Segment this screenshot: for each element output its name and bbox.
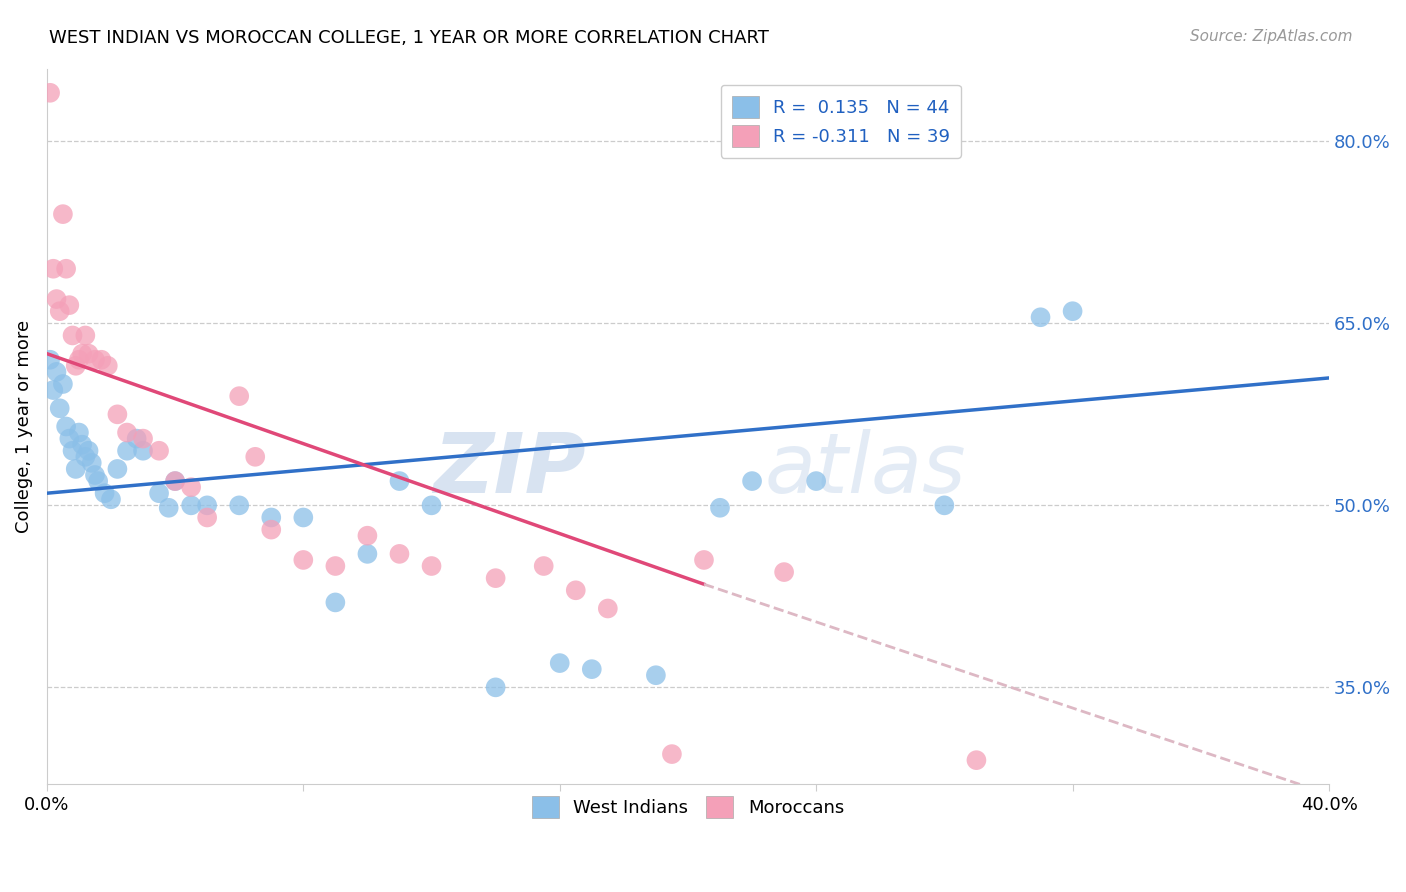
Point xyxy=(67,352,90,367)
Y-axis label: College, 1 year or more: College, 1 year or more xyxy=(15,320,32,533)
Point xyxy=(661,747,683,761)
Point xyxy=(292,553,315,567)
Point xyxy=(80,456,103,470)
Point xyxy=(180,499,202,513)
Point xyxy=(90,352,112,367)
Text: atlas: atlas xyxy=(765,429,966,510)
Point xyxy=(77,346,100,360)
Point xyxy=(157,500,180,515)
Point xyxy=(356,529,378,543)
Point xyxy=(65,462,87,476)
Point xyxy=(65,359,87,373)
Point xyxy=(180,480,202,494)
Point xyxy=(1062,304,1084,318)
Point xyxy=(420,499,443,513)
Point xyxy=(1029,310,1052,325)
Point xyxy=(325,559,347,574)
Point xyxy=(48,304,70,318)
Point xyxy=(107,462,129,476)
Point xyxy=(485,681,508,695)
Point xyxy=(693,553,716,567)
Point xyxy=(93,486,115,500)
Point xyxy=(260,510,283,524)
Point xyxy=(62,443,84,458)
Point xyxy=(42,383,65,397)
Point xyxy=(42,261,65,276)
Point xyxy=(596,601,619,615)
Point xyxy=(195,510,218,524)
Point xyxy=(485,571,508,585)
Point xyxy=(148,443,170,458)
Text: WEST INDIAN VS MOROCCAN COLLEGE, 1 YEAR OR MORE CORRELATION CHART: WEST INDIAN VS MOROCCAN COLLEGE, 1 YEAR … xyxy=(49,29,769,46)
Point xyxy=(388,474,411,488)
Point xyxy=(245,450,267,464)
Point xyxy=(709,500,731,515)
Point xyxy=(773,565,796,579)
Point xyxy=(70,346,93,360)
Point xyxy=(87,474,110,488)
Point xyxy=(115,443,138,458)
Point xyxy=(132,443,155,458)
Point xyxy=(260,523,283,537)
Point xyxy=(75,328,97,343)
Point xyxy=(581,662,603,676)
Point xyxy=(115,425,138,440)
Point xyxy=(48,401,70,416)
Point xyxy=(804,474,827,488)
Point xyxy=(52,207,75,221)
Text: ZIP: ZIP xyxy=(433,429,585,510)
Point xyxy=(228,389,250,403)
Point xyxy=(565,583,588,598)
Point xyxy=(388,547,411,561)
Point xyxy=(84,468,107,483)
Point xyxy=(62,328,84,343)
Point xyxy=(228,499,250,513)
Point xyxy=(148,486,170,500)
Point xyxy=(84,352,107,367)
Point xyxy=(107,408,129,422)
Point xyxy=(55,419,77,434)
Point xyxy=(356,547,378,561)
Point xyxy=(97,359,120,373)
Point xyxy=(67,425,90,440)
Point xyxy=(965,753,987,767)
Point xyxy=(125,432,148,446)
Point xyxy=(741,474,763,488)
Text: Source: ZipAtlas.com: Source: ZipAtlas.com xyxy=(1189,29,1353,44)
Point xyxy=(165,474,187,488)
Point xyxy=(132,432,155,446)
Point xyxy=(52,376,75,391)
Point xyxy=(100,492,122,507)
Point xyxy=(77,443,100,458)
Legend: West Indians, Moroccans: West Indians, Moroccans xyxy=(524,789,852,825)
Point xyxy=(934,499,956,513)
Point xyxy=(292,510,315,524)
Point xyxy=(58,298,80,312)
Point xyxy=(45,365,67,379)
Point xyxy=(39,352,62,367)
Point xyxy=(644,668,666,682)
Point xyxy=(39,86,62,100)
Point xyxy=(165,474,187,488)
Point xyxy=(45,292,67,306)
Point xyxy=(58,432,80,446)
Point xyxy=(548,656,571,670)
Point xyxy=(75,450,97,464)
Point xyxy=(325,595,347,609)
Point xyxy=(533,559,555,574)
Point xyxy=(55,261,77,276)
Point xyxy=(195,499,218,513)
Point xyxy=(70,438,93,452)
Point xyxy=(420,559,443,574)
